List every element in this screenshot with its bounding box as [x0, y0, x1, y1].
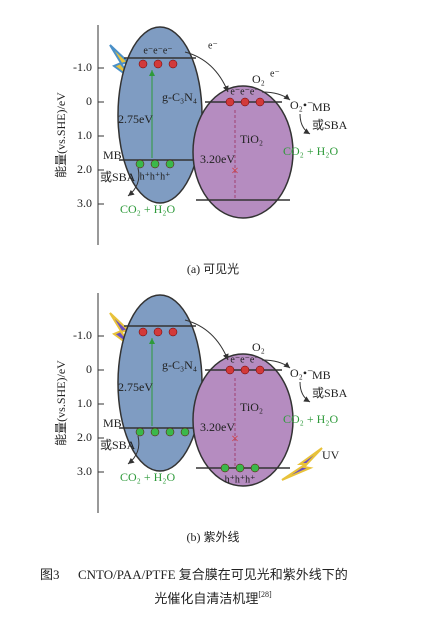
product-label: CO₂ + H₂O [120, 470, 175, 484]
tick-label: 0 [86, 362, 92, 376]
charge-dot [255, 365, 265, 375]
blocked-mark: × [231, 432, 239, 447]
superoxide-label: O₂•⁻ [290, 98, 313, 112]
tick-label: 2.0 [77, 430, 92, 444]
semiconductor-label: g-C₃N₄ [162, 90, 197, 104]
panel-caption: (a) 可见光 [187, 262, 239, 276]
band-gap-label: 3.20eV [200, 420, 235, 434]
electron-label: e⁻ [208, 40, 218, 51]
reaction-arrow [127, 167, 140, 197]
charge-dot [135, 427, 145, 437]
panel-caption: (b) 紫外线 [187, 530, 240, 544]
pollutant-label: MB [312, 100, 331, 114]
product-label: CO₂ + H₂O [283, 412, 338, 426]
reaction-arrow [299, 381, 311, 403]
band-tio2 [192, 85, 294, 219]
charge-dot [240, 365, 250, 375]
figure-caption: CNTO/PAA/PTFE 复合膜在可见光和紫外线下的 [78, 567, 348, 582]
charge-dot [135, 159, 145, 169]
charge-dot [168, 59, 178, 69]
electron-label: e⁻ [270, 68, 280, 79]
reaction-arrow [127, 435, 140, 465]
band-gap-label: 2.75eV [118, 380, 153, 394]
hole-label: h⁺h⁺h⁺ [140, 171, 171, 182]
charge-dot [220, 463, 230, 473]
y-axis-label: 能量(vs.SHE)/eV [54, 92, 68, 178]
charge-dot [225, 365, 235, 375]
charge-dot [225, 97, 235, 107]
uv-label: UV [322, 448, 340, 462]
charge-dot [153, 59, 163, 69]
charge-dot [150, 427, 160, 437]
tick-label: -1.0 [73, 60, 92, 74]
caption-text: 光催化自清洁机理 [154, 591, 258, 606]
tick-label: 2.0 [77, 162, 92, 176]
reaction-arrow [299, 113, 311, 135]
tick-label: 3.0 [77, 464, 92, 478]
tick-label: 3.0 [77, 196, 92, 210]
electron-label: e⁻e⁻e⁻ [230, 354, 259, 365]
charge-dot [240, 97, 250, 107]
figure-label: 图3 [40, 567, 60, 582]
pollutant-label: 或SBA [312, 386, 348, 400]
blocked-mark: × [231, 164, 239, 179]
charge-dot [165, 427, 175, 437]
semiconductor-label: g-C₃N₄ [162, 358, 197, 372]
superoxide-label: O₂•⁻ [290, 366, 313, 380]
reaction-arrow [261, 359, 291, 369]
charge-dot [153, 327, 163, 337]
figure-caption: 光催化自清洁机理[28] [154, 590, 272, 606]
charge-dot [180, 427, 190, 437]
semiconductor-label: TiO₂ [240, 400, 263, 414]
semiconductor-label: TiO₂ [240, 132, 263, 146]
pollutant-label: MB [103, 148, 122, 162]
reaction-arrow [261, 91, 291, 101]
tick-label: 1.0 [77, 128, 92, 142]
oxygen-label: O₂ [252, 340, 265, 354]
band-gap-label: 3.20eV [200, 152, 235, 166]
electron-label: e⁻e⁻e⁻ [230, 86, 259, 97]
charge-dot [138, 59, 148, 69]
charge-dot [235, 463, 245, 473]
charge-dot [250, 463, 260, 473]
pollutant-label: 或SBA [100, 438, 136, 452]
oxygen-label: O₂ [252, 72, 265, 86]
tick-label: 0 [86, 94, 92, 108]
charge-dot [138, 327, 148, 337]
tick-label: 1.0 [77, 396, 92, 410]
electron-transfer [184, 51, 229, 93]
product-label: CO₂ + H₂O [120, 202, 175, 216]
y-axis-label: 能量(vs.SHE)/eV [54, 360, 68, 446]
hole-label: h⁺h⁺h⁺ [225, 474, 256, 485]
pollutant-label: 或SBA [312, 118, 348, 132]
charge-dot [150, 159, 160, 169]
pollutant-label: 或SBA [100, 170, 136, 184]
reference: [28] [258, 590, 272, 599]
electron-label: e⁻e⁻e⁻ [143, 45, 172, 56]
electron-transfer [184, 319, 229, 361]
band-gap-label: 2.75eV [118, 112, 153, 126]
light-icon [281, 447, 323, 481]
charge-dot [168, 327, 178, 337]
band-tio2 [192, 353, 294, 487]
tick-label: -1.0 [73, 328, 92, 342]
pollutant-label: MB [312, 368, 331, 382]
pollutant-label: MB [103, 416, 122, 430]
charge-dot [165, 159, 175, 169]
charge-dot [255, 97, 265, 107]
product-label: CO₂ + H₂O [283, 144, 338, 158]
